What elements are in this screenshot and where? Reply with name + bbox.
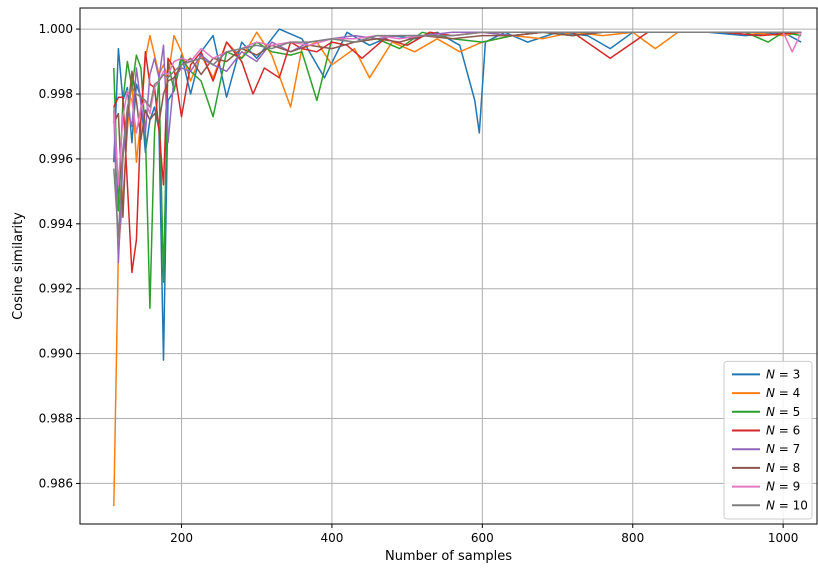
legend-label-n-8: N = 8 — [766, 461, 800, 475]
y-tick-label: 0.988 — [39, 412, 73, 426]
x-tick-label: 800 — [621, 531, 644, 545]
y-tick-label: 1.000 — [39, 22, 73, 36]
plot-frame — [79, 7, 818, 525]
series-lines — [113, 28, 802, 507]
x-tick-label: 200 — [170, 531, 193, 545]
legend-value: 4 — [793, 386, 801, 400]
legend-value: 6 — [793, 424, 801, 438]
legend-box — [723, 360, 813, 520]
y-tick-label: 0.992 — [39, 282, 73, 296]
legend-value: 9 — [793, 480, 801, 494]
legend-label-n-5: N = 5 — [766, 405, 800, 419]
legend: N = 3 N = 4 N = 5 N = 6 N = 7 N = 8 N = 9 N = 1… — [723, 360, 813, 520]
x-tick-label: 600 — [471, 531, 494, 545]
legend-value: 8 — [793, 461, 801, 475]
y-tick-label: 0.990 — [39, 347, 73, 361]
legend-value: 3 — [793, 367, 801, 381]
y-tick-label: 0.986 — [39, 476, 73, 490]
legend-label-n-4: N = 4 — [766, 386, 800, 400]
legend-label-n-9: N = 9 — [766, 480, 800, 494]
series-line-n-8 — [113, 31, 802, 219]
y-tick-label: 0.994 — [39, 217, 73, 231]
y-axis-label: Cosine similarity — [11, 212, 26, 320]
grid-lines — [80, 8, 817, 524]
y-tick-label: 0.998 — [39, 87, 73, 101]
x-tick-label: 400 — [320, 531, 343, 545]
legend-value: 10 — [793, 498, 808, 512]
legend-label-n-3: N = 3 — [766, 367, 800, 381]
legend-value: 5 — [793, 405, 801, 419]
series-line-n-10 — [113, 31, 802, 238]
y-tick-label: 0.996 — [39, 152, 73, 166]
x-axis-label: Number of samples — [385, 549, 512, 564]
axis-ticks: 200 400 600 800 1000 0.986 0.988 0.990 0.992 0.99… — [39, 22, 799, 545]
x-tick-label: 1000 — [768, 531, 799, 545]
legend-label-n-6: N = 6 — [766, 424, 800, 438]
legend-value: 7 — [793, 442, 801, 456]
legend-label-n-10: N = 10 — [766, 498, 808, 512]
legend-label-n-7: N = 7 — [766, 442, 800, 456]
